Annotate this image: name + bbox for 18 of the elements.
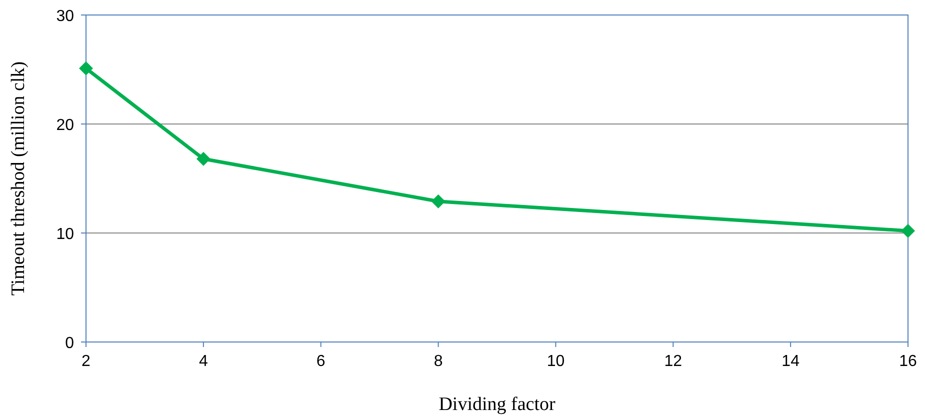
- point: [196, 152, 210, 166]
- x-tick-label: 14: [782, 353, 800, 370]
- x-tick-label: 10: [546, 353, 565, 370]
- point: [79, 61, 93, 76]
- y-tick-label: 20: [56, 117, 74, 134]
- point: [431, 194, 446, 208]
- x-axis-title: Dividing factor: [438, 394, 556, 415]
- x-tick-label: 6: [316, 353, 326, 370]
- point: [901, 224, 915, 238]
- x-tick-label: 8: [434, 353, 443, 370]
- y-tick-label: 30: [56, 8, 74, 25]
- x-tick-label: 4: [198, 353, 208, 370]
- x-tick-label: 2: [82, 353, 91, 370]
- x-tick-label: 16: [899, 353, 917, 370]
- y-axis-title: Timeout threshod (million clk): [8, 61, 29, 296]
- x-tick-label: 12: [664, 353, 682, 370]
- y-tick-label: 0: [65, 335, 74, 352]
- y-tick-label: 10: [56, 226, 74, 243]
